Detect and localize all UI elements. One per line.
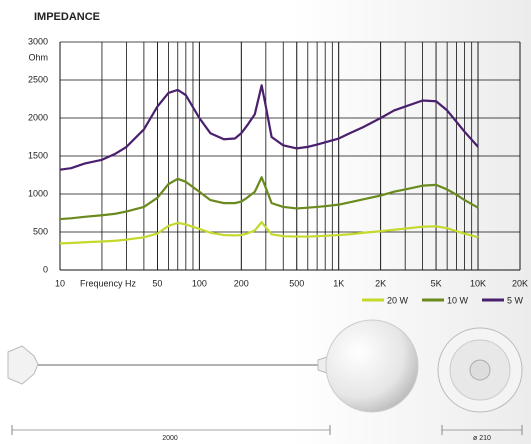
x-tick-label: 10K — [470, 278, 486, 288]
plot-area: 0 500 1000 1500 2000 2500 3000 10 50 100 200 500 1K 2… — [28, 36, 528, 288]
x-tick-label: 1K — [333, 278, 344, 288]
legend-label: 5 W — [507, 295, 524, 305]
ceiling-canopy — [7, 345, 39, 385]
series-line — [59, 176, 479, 221]
series-line — [59, 221, 479, 245]
diameter-label: ø 210 — [473, 435, 491, 442]
y-tick-label: 1500 — [28, 150, 48, 160]
x-tick-label: 200 — [234, 278, 249, 288]
x-tick-label: 2K — [375, 278, 386, 288]
x-tick-label: 20K — [512, 278, 528, 288]
sphere-speaker — [325, 319, 419, 413]
y-tick-label: 1000 — [28, 188, 48, 198]
y-tick-label: 2000 — [28, 112, 48, 122]
legend: 20 W 10 W 5 W — [362, 295, 524, 305]
product-illustration: 2000 ø 210 — [7, 319, 523, 442]
length-label: 2000 — [162, 435, 178, 442]
x-tick-label: 50 — [152, 278, 162, 288]
series-line — [59, 84, 479, 171]
chart-title: IMPEDANCE — [34, 11, 100, 23]
x-tick-label: 5K — [431, 278, 442, 288]
x-tick-label: 100 — [192, 278, 207, 288]
x-axis-label: Frequency Hz — [80, 278, 137, 288]
x-tick-label: 500 — [289, 278, 304, 288]
legend-label: 20 W — [387, 295, 409, 305]
y-tick-label: 2500 — [28, 74, 48, 84]
speaker-center — [469, 359, 491, 381]
legend-label: 10 W — [447, 295, 469, 305]
x-tick-label: 10 — [55, 278, 65, 288]
y-tick-label: 500 — [33, 226, 48, 236]
y-axis-label: Ohm — [28, 52, 48, 62]
y-tick-label: 0 — [43, 264, 48, 274]
y-tick-label: 3000 — [28, 36, 48, 46]
